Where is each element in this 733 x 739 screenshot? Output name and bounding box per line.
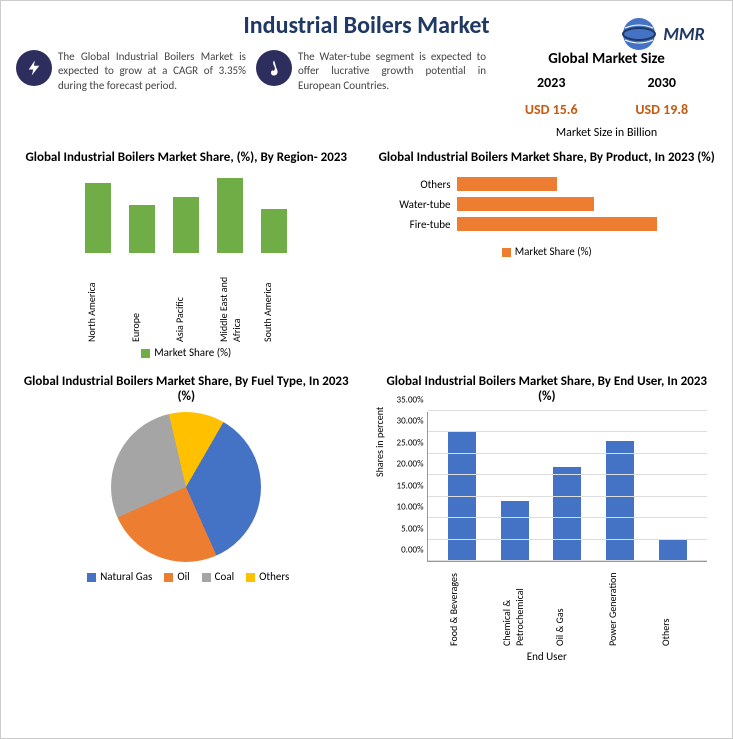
y-tick-label: 0.00% bbox=[386, 545, 424, 556]
market-size-value1: USD 15.6 bbox=[525, 101, 578, 118]
mid-charts-row: Global Industrial Boilers Market Share, … bbox=[1, 140, 732, 359]
region-bar bbox=[261, 209, 287, 253]
enduser-bar bbox=[553, 467, 581, 561]
market-size-subtitle: Market Size in Billion bbox=[496, 126, 717, 140]
y-tick-label: 35.00% bbox=[386, 395, 424, 406]
region-chart-legend: Market Share (%) bbox=[16, 346, 357, 359]
grid-line bbox=[428, 431, 708, 432]
fuel-chart-box: Global Industrial Boilers Market Share, … bbox=[16, 374, 357, 663]
region-bar bbox=[129, 205, 155, 253]
legend-swatch bbox=[87, 573, 96, 582]
market-size-value2: USD 19.8 bbox=[635, 101, 688, 118]
region-label: Middle East and Africa bbox=[217, 257, 243, 342]
product-label: Fire-tube bbox=[387, 218, 457, 231]
y-tick-label: 20.00% bbox=[386, 459, 424, 470]
flame-icon bbox=[256, 50, 292, 86]
pie-legend-item: Oil bbox=[160, 570, 189, 583]
enduser-label: Power Generation bbox=[606, 566, 634, 646]
product-chart-title: Global Industrial Boilers Market Share, … bbox=[377, 150, 718, 165]
product-bar bbox=[457, 177, 557, 191]
enduser-label: Chemical & Petrochemical bbox=[500, 566, 528, 646]
legend-swatch bbox=[164, 573, 173, 582]
enduser-ylabel: Shares in percent bbox=[373, 407, 386, 477]
legend-swatch bbox=[202, 573, 211, 582]
product-chart-legend: Market Share (%) bbox=[377, 245, 718, 258]
market-size-year1: 2023 bbox=[537, 74, 565, 91]
product-chart-bars: Others Water-tube Fire-tube bbox=[377, 173, 718, 241]
region-label: Asia Pacific bbox=[173, 257, 199, 342]
product-legend-text: Market Share (%) bbox=[515, 245, 592, 258]
market-size-block: Global Market Size 2023 2030 USD 15.6 US… bbox=[496, 50, 717, 140]
region-label: North America bbox=[85, 257, 111, 342]
enduser-bar bbox=[659, 540, 687, 561]
region-chart-title: Global Industrial Boilers Market Share, … bbox=[16, 150, 357, 165]
product-chart-box: Global Industrial Boilers Market Share, … bbox=[377, 150, 718, 359]
pie-legend-item: Others bbox=[242, 570, 289, 583]
enduser-label: Oil & Gas bbox=[553, 566, 581, 646]
logo: MMR bbox=[612, 9, 712, 59]
enduser-chart-area: 0.00%5.00%10.00%15.00%20.00%25.00%30.00%… bbox=[427, 412, 708, 562]
enduser-label: Food & Beverages bbox=[447, 566, 475, 646]
grid-line bbox=[428, 517, 708, 518]
enduser-labels: Food & Beverages Chemical & Petrochemical… bbox=[427, 566, 708, 646]
info-block-cagr: The Global Industrial Boilers Market is … bbox=[16, 50, 246, 140]
enduser-chart-title: Global Industrial Boilers Market Share, … bbox=[377, 374, 718, 404]
legend-swatch bbox=[246, 573, 255, 582]
region-bar bbox=[85, 183, 111, 253]
grid-line bbox=[428, 560, 708, 561]
grid-line bbox=[428, 496, 708, 497]
legend-swatch bbox=[502, 248, 511, 257]
fuel-pie-legend: Natural Gas Oil Coal Others bbox=[16, 570, 357, 583]
grid-line bbox=[428, 410, 708, 411]
region-chart-box: Global Industrial Boilers Market Share, … bbox=[16, 150, 357, 359]
enduser-label: Others bbox=[659, 566, 687, 646]
fuel-chart-title: Global Industrial Boilers Market Share, … bbox=[16, 374, 357, 404]
region-chart-labels: North America Europe Asia Pacific Middle Ea… bbox=[16, 257, 357, 342]
region-label: Europe bbox=[129, 257, 155, 342]
enduser-xlabel: End User bbox=[377, 650, 718, 663]
enduser-bar bbox=[448, 432, 476, 561]
y-tick-label: 5.00% bbox=[386, 523, 424, 534]
product-bar bbox=[457, 197, 595, 211]
logo-text: MMR bbox=[663, 23, 705, 45]
product-row: Water-tube bbox=[387, 197, 708, 211]
product-label: Others bbox=[387, 178, 457, 191]
market-size-year2: 2030 bbox=[648, 74, 676, 91]
globe-icon bbox=[619, 14, 659, 54]
enduser-chart-box: Global Industrial Boilers Market Share, … bbox=[377, 374, 718, 663]
enduser-bar bbox=[501, 501, 529, 561]
info-text-cagr: The Global Industrial Boilers Market is … bbox=[58, 50, 246, 93]
grid-line bbox=[428, 453, 708, 454]
legend-swatch bbox=[141, 349, 150, 358]
product-bar bbox=[457, 217, 657, 231]
product-row: Fire-tube bbox=[387, 217, 708, 231]
bolt-icon bbox=[16, 50, 52, 86]
y-tick-label: 30.00% bbox=[386, 416, 424, 427]
region-label: South America bbox=[261, 257, 287, 342]
pie-legend-item: Coal bbox=[198, 570, 234, 583]
fuel-pie bbox=[111, 412, 261, 562]
bottom-charts-row: Global Industrial Boilers Market Share, … bbox=[1, 359, 732, 663]
product-label: Water-tube bbox=[387, 198, 457, 211]
region-legend-text: Market Share (%) bbox=[154, 346, 231, 359]
grid-line bbox=[428, 474, 708, 475]
y-tick-label: 25.00% bbox=[386, 437, 424, 448]
pie-legend-item: Natural Gas bbox=[83, 570, 152, 583]
region-bar bbox=[217, 178, 243, 253]
grid-line bbox=[428, 539, 708, 540]
info-text-segment: The Water-tube segment is expected to of… bbox=[298, 50, 486, 93]
info-block-segment: The Water-tube segment is expected to of… bbox=[256, 50, 486, 140]
fuel-pie-wrap bbox=[16, 412, 357, 562]
y-tick-label: 15.00% bbox=[386, 480, 424, 491]
region-bar bbox=[173, 197, 199, 253]
y-tick-label: 10.00% bbox=[386, 502, 424, 513]
product-row: Others bbox=[387, 177, 708, 191]
region-chart-bars bbox=[16, 173, 357, 253]
enduser-bar bbox=[606, 441, 634, 561]
